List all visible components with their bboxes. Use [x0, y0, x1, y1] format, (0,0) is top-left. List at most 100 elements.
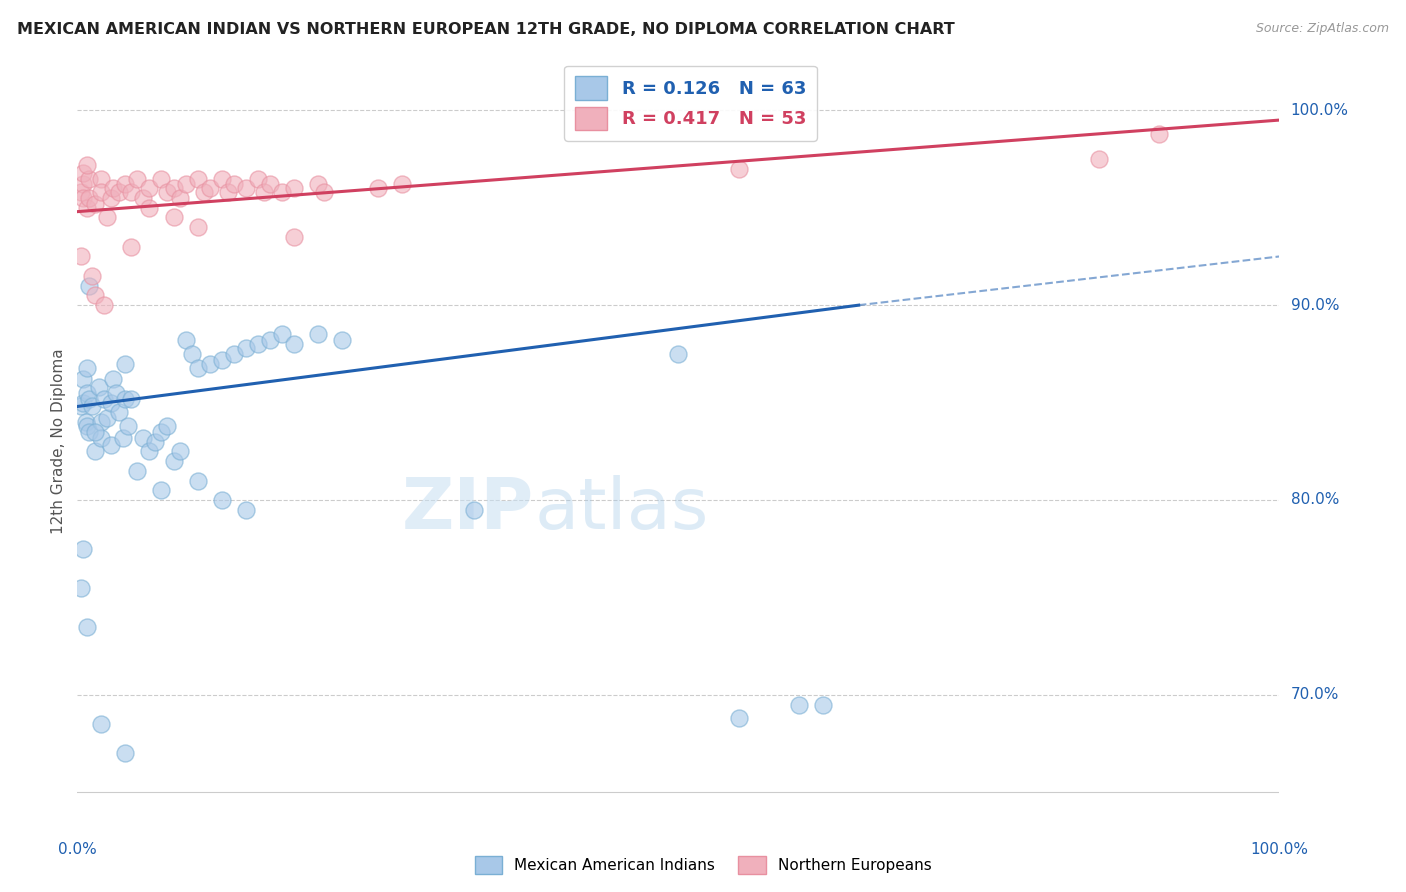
Legend: Mexican American Indians, Northern Europeans: Mexican American Indians, Northern Europ… — [468, 850, 938, 880]
Point — [186, 220, 209, 235]
Point — [120, 185, 142, 199]
Point — [307, 178, 329, 192]
Point — [312, 185, 335, 199]
Point — [114, 746, 136, 760]
Point — [79, 425, 101, 439]
Y-axis label: 12th Grade, No Diploma: 12th Grade, No Diploma — [51, 349, 66, 534]
Point — [186, 474, 209, 488]
Point — [90, 185, 112, 199]
Point — [138, 201, 160, 215]
Point — [222, 347, 245, 361]
Point — [72, 178, 94, 192]
Point — [84, 425, 107, 439]
Point — [93, 298, 115, 312]
Point — [132, 191, 155, 205]
Point — [211, 352, 233, 367]
Point — [108, 185, 131, 199]
Point — [270, 327, 292, 342]
Point — [1088, 152, 1111, 166]
Point — [72, 541, 94, 556]
Text: atlas: atlas — [534, 475, 709, 544]
Text: 70.0%: 70.0% — [1291, 688, 1339, 702]
Text: ZIP: ZIP — [402, 475, 534, 544]
Point — [96, 411, 118, 425]
Point — [138, 444, 160, 458]
Point — [330, 333, 353, 347]
Point — [75, 415, 97, 429]
Point — [727, 711, 749, 725]
Point — [79, 278, 101, 293]
Text: 100.0%: 100.0% — [1291, 103, 1348, 118]
Text: 90.0%: 90.0% — [1291, 298, 1339, 313]
Point — [80, 268, 103, 283]
Point — [76, 620, 98, 634]
Point — [283, 181, 305, 195]
Point — [72, 191, 94, 205]
Point — [72, 166, 94, 180]
Point — [100, 438, 122, 452]
Point — [72, 372, 94, 386]
Point — [90, 431, 112, 445]
Point — [79, 191, 101, 205]
Point — [90, 717, 112, 731]
Point — [156, 185, 179, 199]
Point — [132, 431, 155, 445]
Point — [156, 419, 179, 434]
Text: 0.0%: 0.0% — [58, 842, 97, 857]
Point — [283, 230, 305, 244]
Point — [108, 405, 131, 419]
Point — [367, 181, 389, 195]
Point — [70, 185, 93, 199]
Point — [235, 181, 257, 195]
Point — [70, 250, 93, 264]
Point — [198, 357, 221, 371]
Point — [120, 240, 142, 254]
Point — [79, 171, 101, 186]
Point — [727, 161, 749, 176]
Point — [169, 444, 191, 458]
Point — [84, 288, 107, 302]
Point — [103, 372, 125, 386]
Text: Source: ZipAtlas.com: Source: ZipAtlas.com — [1256, 22, 1389, 36]
Point — [259, 178, 281, 192]
Point — [150, 425, 173, 439]
Point — [111, 431, 134, 445]
Point — [668, 347, 690, 361]
Point — [103, 181, 125, 195]
Point — [162, 454, 184, 468]
Point — [253, 185, 276, 199]
Point — [211, 493, 233, 508]
Point — [150, 483, 173, 498]
Point — [100, 191, 122, 205]
Point — [76, 360, 98, 375]
Point — [114, 178, 136, 192]
Point — [186, 171, 209, 186]
Point — [246, 171, 269, 186]
Point — [104, 385, 127, 400]
Point — [93, 392, 115, 406]
Point — [127, 464, 149, 478]
Point — [84, 197, 107, 211]
Point — [114, 392, 136, 406]
Point — [114, 357, 136, 371]
Point — [198, 181, 221, 195]
Point — [96, 211, 118, 225]
Text: 100.0%: 100.0% — [1250, 842, 1309, 857]
Point — [211, 171, 233, 186]
Point — [246, 337, 269, 351]
Point — [235, 502, 257, 516]
Point — [180, 347, 202, 361]
Point — [90, 171, 112, 186]
Point — [463, 502, 485, 516]
Point — [174, 333, 197, 347]
Text: 80.0%: 80.0% — [1291, 492, 1339, 508]
Point — [80, 400, 103, 414]
Point — [70, 581, 93, 595]
Point — [145, 434, 167, 449]
Point — [270, 185, 292, 199]
Point — [100, 395, 122, 409]
Point — [76, 385, 98, 400]
Point — [162, 181, 184, 195]
Point — [84, 444, 107, 458]
Point — [307, 327, 329, 342]
